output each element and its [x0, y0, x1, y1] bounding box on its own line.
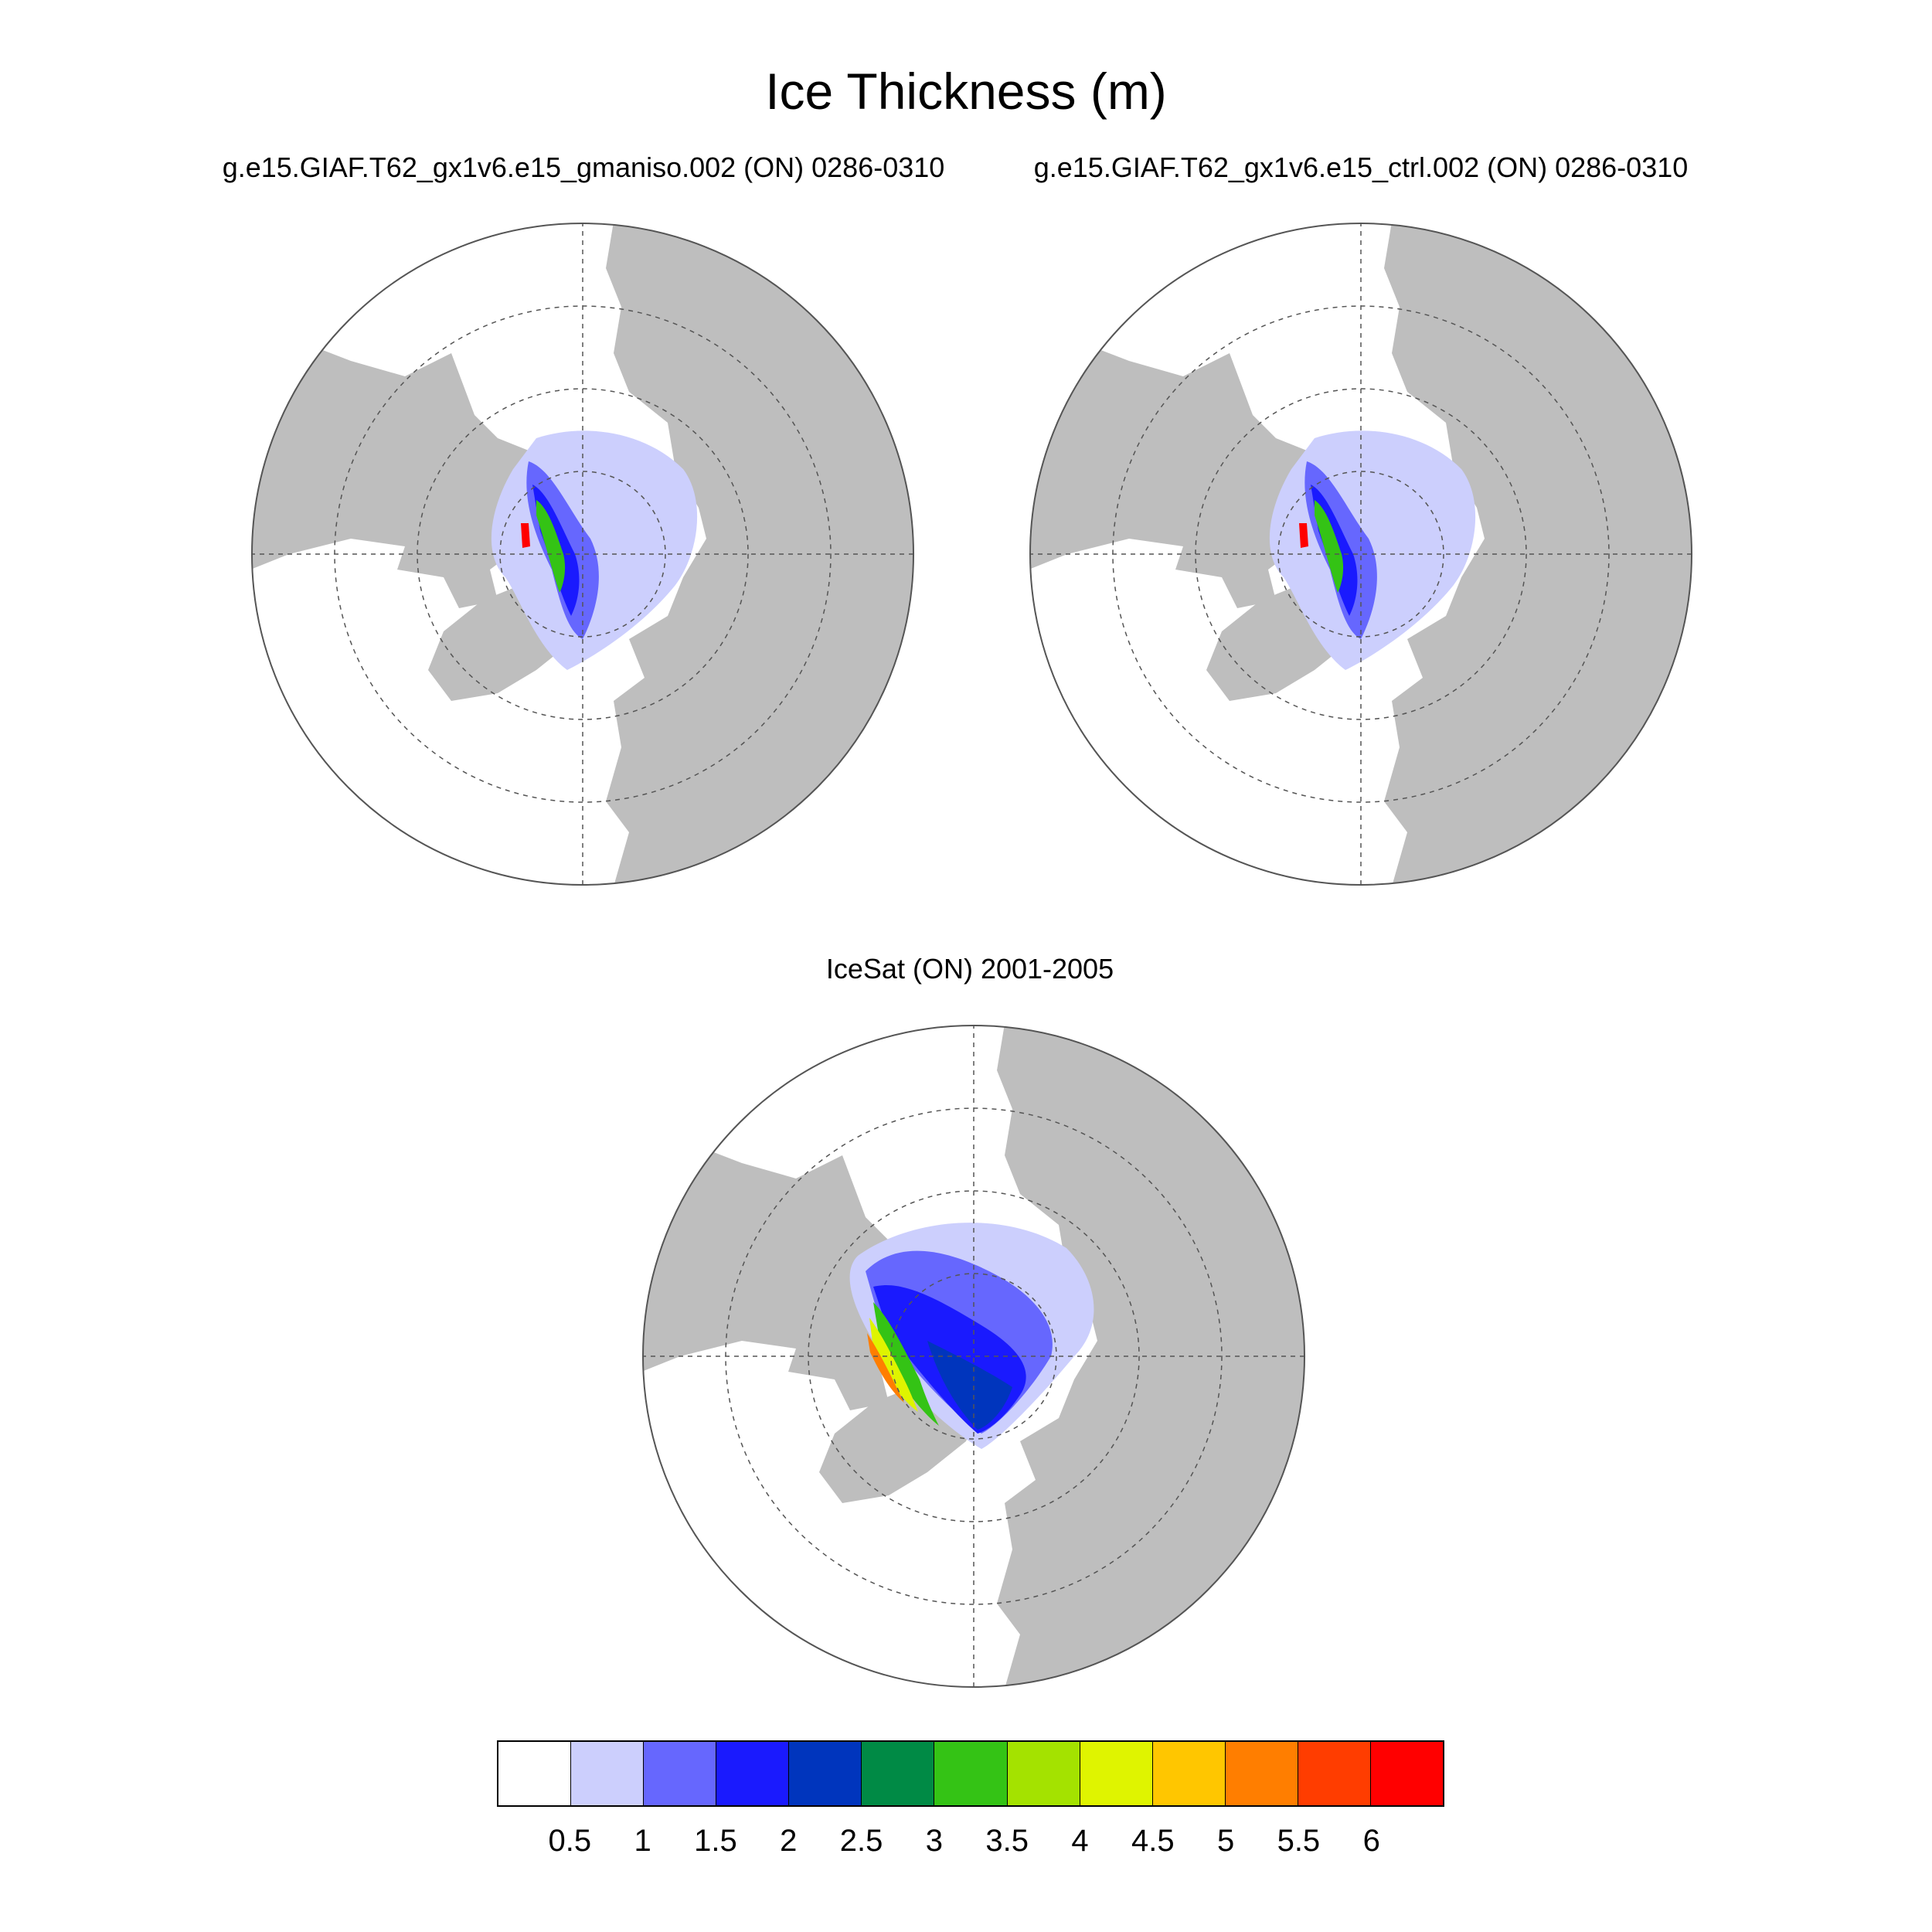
ice-green-band	[873, 1302, 939, 1426]
colorbar-tick-label: 4.5	[1131, 1824, 1175, 1858]
colorbar-box	[1152, 1742, 1226, 1805]
panel-title-gmaniso: g.e15.GIAF.T62_gx1v6.e15_gmaniso.002 (ON…	[222, 151, 945, 183]
map-boundary	[1029, 223, 1692, 886]
graticule	[643, 1026, 1304, 1687]
colorbar-box	[789, 1742, 862, 1805]
figure-title: Ice Thickness (m)	[765, 63, 1167, 120]
ice-yellow-band	[869, 1318, 918, 1412]
colorbar-box	[571, 1742, 645, 1805]
map-boundary	[251, 223, 914, 886]
colorbar-tick-label: 5	[1216, 1824, 1235, 1858]
colorbar-tick-label: 4	[1071, 1824, 1089, 1858]
colorbar-box	[644, 1742, 717, 1805]
map-boundary	[642, 1025, 1305, 1688]
colorbar-tick-label: 1	[634, 1824, 651, 1858]
graticule	[1030, 223, 1692, 885]
ice-max-patch	[521, 523, 530, 548]
polar-map-icesat	[642, 1025, 1305, 1688]
colorbar-box	[862, 1742, 935, 1805]
land-north-america	[252, 322, 560, 608]
colorbar-box	[1080, 1742, 1153, 1805]
colorbar	[497, 1740, 1444, 1807]
polar-map-gmaniso	[251, 223, 914, 886]
colorbar-tick-label: 2	[780, 1824, 798, 1858]
graticule	[252, 223, 913, 885]
ice-thickest-band	[536, 500, 566, 593]
colorbar-box	[1225, 1742, 1298, 1805]
panel-title-icesat: IceSat (ON) 2001-2005	[825, 953, 1114, 985]
polar-map-ctrl	[1029, 223, 1692, 886]
colorbar-box	[498, 1742, 572, 1805]
colorbar-tick-label: 3.5	[985, 1824, 1029, 1858]
colorbar-box	[716, 1742, 790, 1805]
colorbar-tick-label: 1.5	[694, 1824, 737, 1858]
colorbar-box	[1298, 1742, 1371, 1805]
ice-orange-band	[867, 1333, 904, 1403]
panel-title-ctrl: g.e15.GIAF.T62_gx1v6.e15_ctrl.002 (ON) 0…	[1033, 151, 1689, 183]
colorbar-tick-label: 5.5	[1277, 1824, 1321, 1858]
colorbar-box	[1007, 1742, 1080, 1805]
ice-max-patch	[1299, 523, 1308, 548]
land-north-america	[1030, 322, 1338, 608]
colorbar-box	[934, 1742, 1008, 1805]
colorbar-tick-label: 6	[1362, 1824, 1380, 1858]
colorbar-tick-label: 3	[925, 1824, 943, 1858]
colorbar-box	[1370, 1742, 1444, 1805]
colorbar-tick-label: 0.5	[548, 1824, 592, 1858]
ice-thickest-band	[1315, 500, 1344, 593]
ice-dark-blue-band	[927, 1341, 1012, 1430]
colorbar-tick-label: 2.5	[839, 1824, 883, 1858]
